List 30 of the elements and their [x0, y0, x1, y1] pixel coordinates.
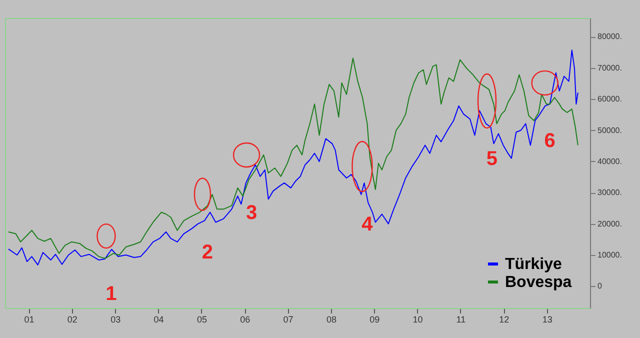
x-tick-label: 03 [110, 314, 121, 324]
annotation: 3 [246, 202, 258, 224]
x-tick-label: 01 [24, 314, 34, 324]
x-tick-label: 05 [196, 314, 207, 324]
x-tick-label: 09 [370, 314, 380, 324]
x-tick-label: 06 [240, 314, 250, 324]
annotation: 1 [106, 283, 117, 306]
y-tick-label: 70000. [598, 63, 622, 72]
x-tick-label: 13 [542, 314, 552, 324]
y-tick-label: 60000. [598, 94, 622, 104]
annotation: 6 [544, 130, 556, 152]
annotation: 4 [362, 214, 374, 236]
y-tick-label: 10000. [598, 250, 622, 260]
annotation: 5 [486, 148, 498, 170]
x-tick-label: 07 [283, 314, 294, 324]
legend-label: Türkiye [505, 256, 562, 273]
y-tick-label: 50000. [598, 126, 622, 135]
y-tick-label: 0 [598, 282, 602, 291]
x-tick-label: 12 [499, 314, 510, 324]
x-tick-label: 10 [412, 314, 423, 324]
y-tick-label: 30000. [598, 188, 622, 198]
y-tick-label: 80000. [598, 32, 622, 42]
legend-label: Bovespa [505, 274, 572, 291]
x-tick-label: 02 [67, 314, 78, 324]
x-tick-label: 04 [154, 314, 164, 324]
y-tick-label: 20000. [598, 219, 622, 228]
y-tick-label: 40000. [598, 156, 622, 166]
x-tick-label: 08 [326, 314, 336, 324]
annotation: 2 [202, 241, 214, 264]
x-tick-label: 11 [456, 314, 466, 324]
